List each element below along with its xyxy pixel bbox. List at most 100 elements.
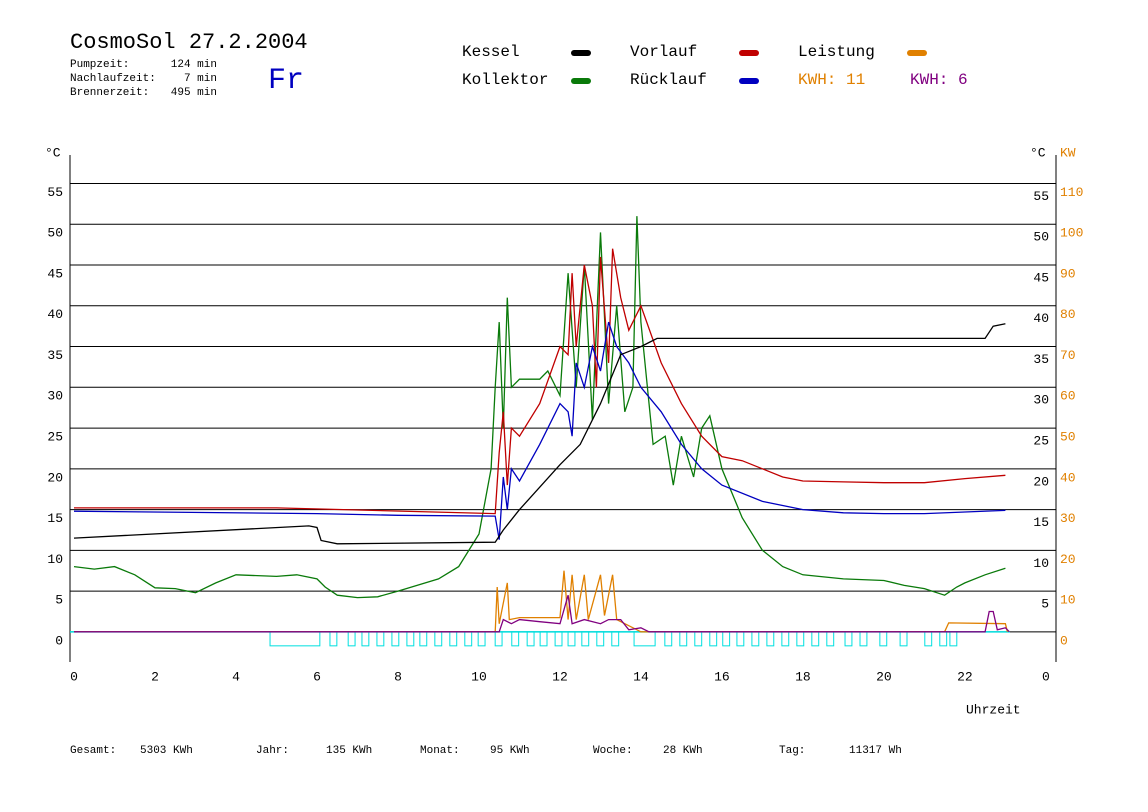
footer-label: Gesamt: [70, 745, 116, 757]
x-tick-label: 0 [70, 669, 78, 684]
footer-label: Jahr: [256, 745, 289, 757]
pump-block [511, 631, 520, 647]
x-tick-label: 8 [394, 669, 402, 684]
legend-label: Leistung [798, 43, 875, 61]
pump-block [796, 631, 805, 647]
pump-block [376, 631, 385, 647]
footer-value: 5303 KWh [140, 745, 193, 757]
x-tick-label: 2 [151, 669, 159, 684]
pump-block [477, 631, 486, 647]
series-line [74, 595, 1010, 633]
y-tick-label: 40 [47, 307, 63, 322]
info-value: 124 min [171, 59, 217, 71]
footer-value: 11317 Wh [849, 745, 902, 757]
pump-block [766, 631, 775, 647]
y-tick-label: 10 [47, 552, 63, 567]
y2-tick-label-c: 30 [1033, 393, 1049, 408]
y2-tick-label-c: 20 [1033, 474, 1049, 489]
legend-label: Kessel [462, 43, 520, 61]
pump-block [596, 631, 605, 647]
series-line [73, 216, 1006, 599]
pump-block [494, 631, 503, 647]
pump-block [633, 631, 656, 647]
y2-tick-label-c: 55 [1033, 189, 1049, 204]
y2-tick-label: 90 [1060, 266, 1076, 281]
pump-block [751, 631, 760, 647]
y2-tick-label-c: 50 [1033, 230, 1049, 245]
x-axis-label: Uhrzeit [966, 702, 1021, 717]
pump-block [664, 631, 673, 647]
footer-value: 95 KWh [490, 745, 530, 757]
info-value: 495 min [171, 87, 217, 99]
y2-tick-label-c: 45 [1033, 270, 1049, 285]
y-tick-label: 35 [47, 348, 63, 363]
pump-block [539, 631, 548, 647]
pump-block [859, 631, 868, 647]
weekday: Fr [268, 64, 304, 98]
x-tick-label: 18 [795, 669, 811, 684]
series-line [74, 248, 1006, 515]
series-line [73, 323, 1006, 545]
y2-tick-label: 40 [1060, 470, 1076, 485]
y2-axis-label-c: °C [1030, 145, 1046, 160]
pump-block [709, 631, 718, 647]
x-tick-label: 6 [313, 669, 321, 684]
x-tick-label: 4 [232, 669, 240, 684]
pump-block [679, 631, 688, 647]
y2-axis-label: KW [1060, 145, 1076, 160]
y2-tick-label-c: 35 [1033, 352, 1049, 367]
pump-block [939, 631, 948, 647]
y2-tick-label: 100 [1060, 226, 1083, 241]
y2-tick-label-c: 15 [1033, 515, 1049, 530]
pump-block [361, 631, 370, 647]
x-tick-label: 0 [1042, 669, 1050, 684]
x-tick-label: 16 [714, 669, 730, 684]
y-tick-label: 50 [47, 226, 63, 241]
y-tick-label: 5 [55, 593, 63, 608]
y-tick-label: 45 [47, 266, 63, 281]
pump-block [736, 631, 745, 647]
y2-tick-label: 110 [1060, 185, 1083, 200]
y-tick-label: 55 [47, 185, 63, 200]
y-tick-label: 25 [47, 430, 63, 445]
footer-value: 28 KWh [663, 745, 703, 757]
y2-tick-label: 80 [1060, 307, 1076, 322]
x-tick-label: 14 [633, 669, 649, 684]
pump-block [554, 631, 563, 647]
pump-block [449, 631, 458, 647]
pump-block [611, 631, 620, 647]
pump-block [581, 631, 590, 647]
y2-tick-label: 30 [1060, 511, 1076, 526]
kwh-annotation: KWH: 6 [910, 71, 968, 89]
y-tick-label: 30 [47, 389, 63, 404]
y2-tick-label: 70 [1060, 348, 1076, 363]
y2-tick-label: 10 [1060, 593, 1076, 608]
pump-block [844, 631, 853, 647]
kwh-annotation: KWH: 11 [798, 71, 865, 89]
pump-block [526, 631, 535, 647]
y2-tick-label: 50 [1060, 430, 1076, 445]
y-tick-label: 0 [55, 633, 63, 648]
footer-value: 135 KWh [326, 745, 372, 757]
info-label: Pumpzeit: [70, 59, 129, 71]
pump-block [924, 631, 933, 647]
pump-block [694, 631, 703, 647]
y2-tick-label-c: 5 [1041, 597, 1049, 612]
x-tick-label: 12 [552, 669, 568, 684]
pump-block [567, 631, 576, 647]
pump-block [391, 631, 400, 647]
legend-label: Kollektor [462, 71, 548, 89]
y-tick-label: 20 [47, 470, 63, 485]
footer-label: Tag: [779, 745, 805, 757]
y2-tick-label: 60 [1060, 389, 1076, 404]
y-tick-label: 15 [47, 511, 63, 526]
info-label: Nachlaufzeit: [70, 73, 156, 85]
pump-block [269, 631, 321, 647]
footer-label: Woche: [593, 745, 633, 757]
pump-block [826, 631, 835, 647]
legend-label: Rücklauf [630, 71, 707, 89]
pump-block [419, 631, 428, 647]
legend-label: Vorlauf [630, 43, 697, 61]
